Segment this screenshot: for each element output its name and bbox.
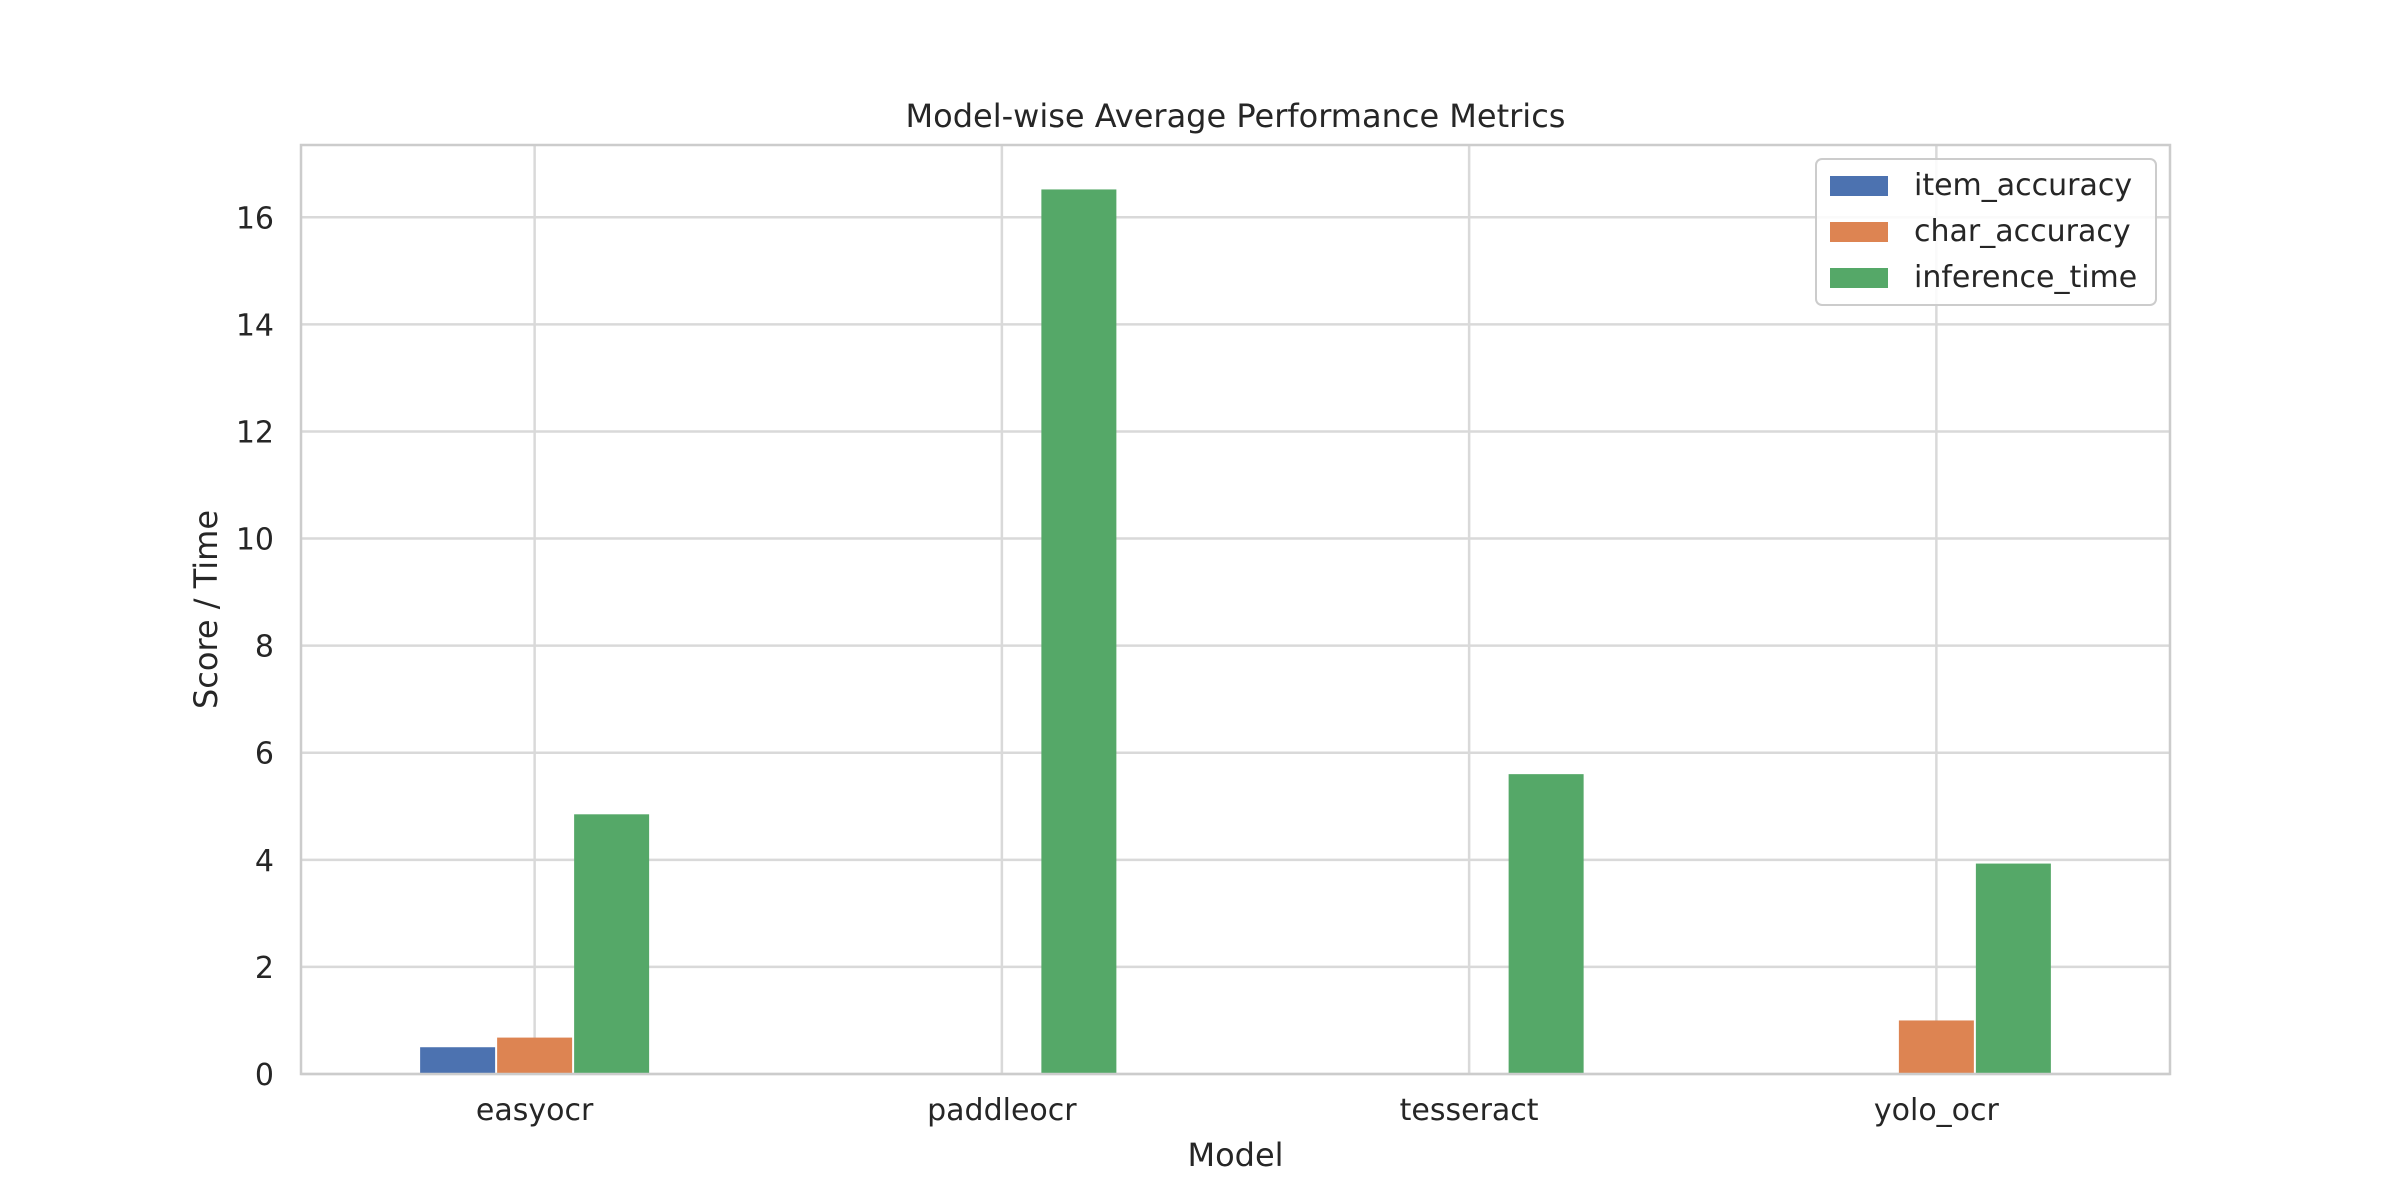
x-tick-label: yolo_ocr <box>1874 1093 2000 1128</box>
y-tick-label: 4 <box>255 844 274 879</box>
legend-items: item_accuracy char_accuracy inference_time <box>1830 168 2137 295</box>
legend-label-item_accuracy: item_accuracy <box>1914 168 2132 203</box>
legend-box <box>1815 158 2157 306</box>
y-tick-label: 6 <box>255 737 274 772</box>
legend-swatch-char_accuracy <box>1830 222 1888 242</box>
x-tick-label: paddleocr <box>927 1093 1077 1128</box>
bar-inference_time-easyocr <box>574 814 650 1074</box>
ytick-layer: 0 2 4 6 8 10 12 14 16 <box>236 201 274 1093</box>
bar-inference_time-paddleocr <box>1041 189 1117 1074</box>
y-tick-label: 0 <box>255 1058 274 1093</box>
bar-char_accuracy-yolo_ocr <box>1898 1020 1974 1074</box>
xtick-layer: easyocr paddleocr tesseract yolo_ocr <box>476 1093 2000 1128</box>
y-tick-label: 16 <box>236 201 274 236</box>
x-tick-label: tesseract <box>1400 1093 1539 1128</box>
legend-swatch-inference_time <box>1830 268 1888 288</box>
y-tick-label: 12 <box>236 415 274 450</box>
bar-inference_time-yolo_ocr <box>1975 863 2051 1074</box>
legend-label-inference_time: inference_time <box>1914 260 2137 295</box>
x-axis-label: Model <box>1187 1136 1283 1174</box>
x-tick-label: easyocr <box>476 1093 594 1128</box>
bar-item_accuracy-easyocr <box>420 1047 496 1074</box>
bar-char_accuracy-easyocr <box>497 1037 573 1074</box>
legend-label-char_accuracy: char_accuracy <box>1914 214 2131 249</box>
y-tick-label: 10 <box>236 523 274 558</box>
bar-inference_time-tesseract <box>1508 774 1584 1074</box>
plot-frame <box>299 143 2172 1076</box>
chart-title: Model-wise Average Performance Metrics <box>906 97 1566 135</box>
y-tick-label: 14 <box>236 308 274 343</box>
bars-layer <box>420 189 2051 1074</box>
y-axis-label: Score / Time <box>187 510 225 709</box>
y-tick-label: 2 <box>255 951 274 986</box>
legend: item_accuracy char_accuracy inference_time <box>1815 158 2157 306</box>
legend-swatch-item_accuracy <box>1830 176 1888 196</box>
y-tick-label: 8 <box>255 630 274 665</box>
